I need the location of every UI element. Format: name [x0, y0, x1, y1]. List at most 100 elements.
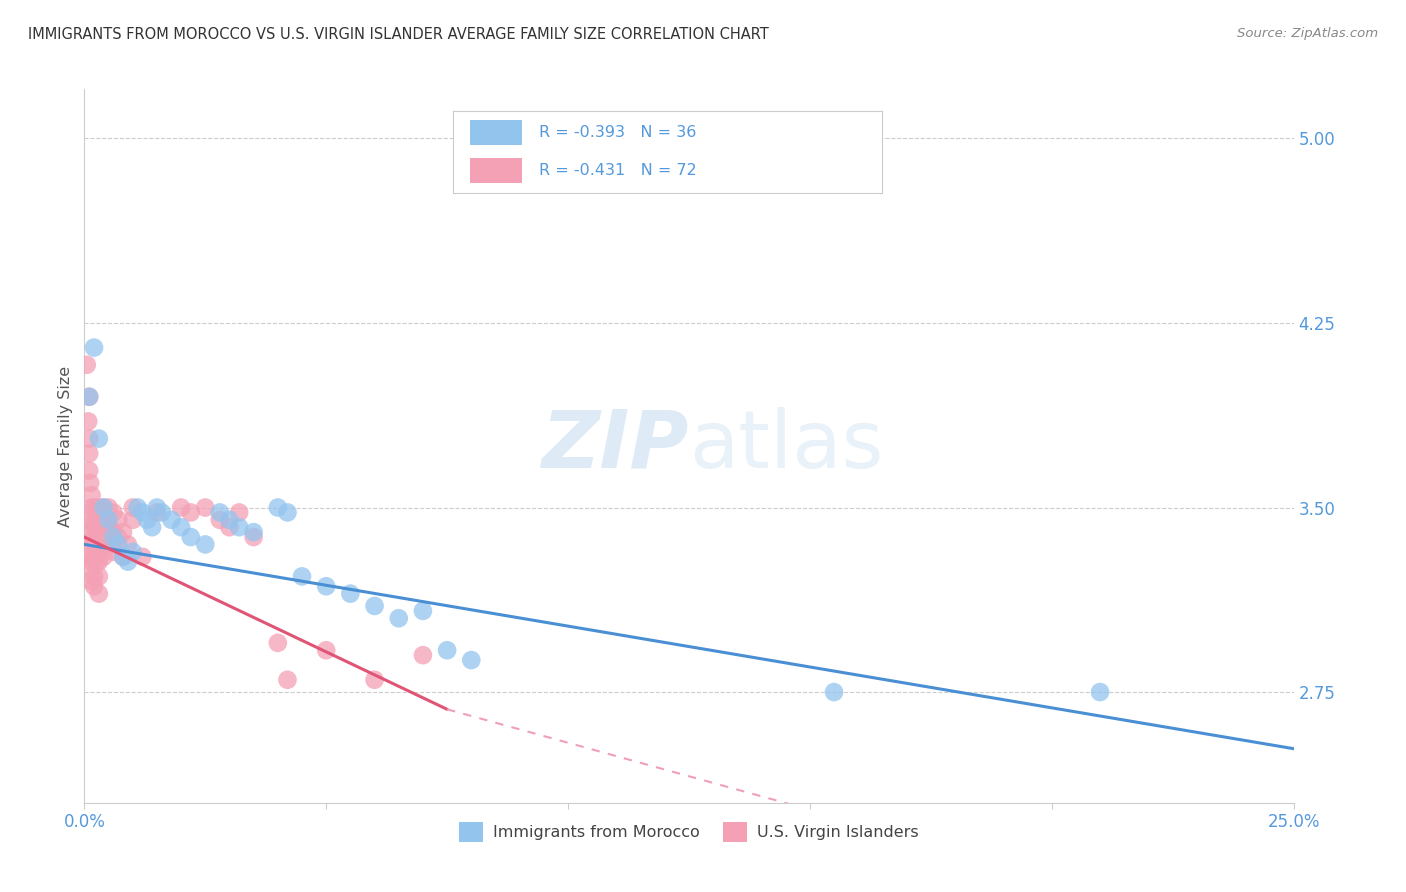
Point — [127, 500, 149, 515]
Point — [83, 520, 105, 534]
Point — [117, 555, 139, 569]
Point — [77, 390, 100, 404]
Point — [208, 505, 231, 519]
Point — [77, 390, 100, 404]
Point — [103, 530, 125, 544]
Point — [436, 643, 458, 657]
Point — [460, 653, 482, 667]
Point — [87, 555, 110, 569]
Point — [112, 549, 135, 564]
Point — [83, 537, 105, 551]
Point — [77, 432, 100, 446]
Point — [86, 505, 108, 519]
Point — [170, 520, 193, 534]
Text: ZIP: ZIP — [541, 407, 689, 485]
Point — [146, 500, 169, 515]
Point — [112, 549, 135, 564]
Point — [87, 432, 110, 446]
Point — [276, 505, 298, 519]
Point — [87, 525, 110, 540]
Point — [107, 537, 129, 551]
Point — [90, 545, 112, 559]
Point — [103, 545, 125, 559]
Point — [77, 464, 100, 478]
Point — [87, 537, 110, 551]
Point — [90, 505, 112, 519]
Point — [86, 520, 108, 534]
Point — [83, 549, 105, 564]
Point — [103, 505, 125, 519]
Point — [86, 537, 108, 551]
Point — [291, 569, 314, 583]
Point — [160, 513, 183, 527]
Point — [83, 579, 105, 593]
Point — [242, 530, 264, 544]
Point — [146, 505, 169, 519]
Point — [94, 530, 117, 544]
Text: Source: ZipAtlas.com: Source: ZipAtlas.com — [1237, 27, 1378, 40]
Point — [87, 569, 110, 583]
Point — [315, 643, 337, 657]
Point — [93, 500, 115, 515]
Point — [194, 500, 217, 515]
Point — [117, 537, 139, 551]
Point — [339, 587, 361, 601]
Point — [557, 808, 579, 822]
Point — [180, 530, 202, 544]
Point — [242, 525, 264, 540]
Point — [121, 500, 143, 515]
Point — [141, 520, 163, 534]
Point — [83, 500, 105, 515]
Point — [87, 500, 110, 515]
Point — [107, 513, 129, 527]
Point — [823, 685, 845, 699]
Point — [363, 673, 385, 687]
Point — [80, 500, 103, 515]
Point — [412, 648, 434, 662]
Point — [208, 513, 231, 527]
Point — [86, 555, 108, 569]
Point — [87, 587, 110, 601]
Point — [97, 513, 120, 527]
Point — [107, 530, 129, 544]
Point — [218, 513, 240, 527]
Point — [77, 525, 100, 540]
Point — [103, 525, 125, 540]
Point — [93, 530, 115, 544]
Point — [83, 513, 105, 527]
Point — [276, 673, 298, 687]
Point — [77, 446, 100, 460]
Point — [194, 537, 217, 551]
Point — [218, 520, 240, 534]
Point — [83, 530, 105, 544]
Point — [83, 341, 105, 355]
Text: atlas: atlas — [689, 407, 883, 485]
Point — [97, 537, 120, 551]
Text: IMMIGRANTS FROM MOROCCO VS U.S. VIRGIN ISLANDER AVERAGE FAMILY SIZE CORRELATION : IMMIGRANTS FROM MOROCCO VS U.S. VIRGIN I… — [28, 27, 769, 42]
Point — [80, 488, 103, 502]
Point — [136, 513, 159, 527]
Point — [388, 611, 411, 625]
Point — [412, 604, 434, 618]
Point — [94, 513, 117, 527]
Point — [76, 358, 98, 372]
Y-axis label: Average Family Size: Average Family Size — [58, 366, 73, 526]
Point — [315, 579, 337, 593]
Point — [180, 505, 202, 519]
Point — [363, 599, 385, 613]
Point — [131, 549, 153, 564]
Point — [90, 530, 112, 544]
Point — [267, 500, 290, 515]
Point — [228, 505, 250, 519]
Point — [131, 505, 153, 519]
Point — [228, 520, 250, 534]
Point — [80, 555, 103, 569]
Point — [77, 549, 100, 564]
Point — [97, 500, 120, 515]
Point — [77, 537, 100, 551]
Point — [97, 520, 120, 534]
Point — [93, 500, 115, 515]
Point — [121, 513, 143, 527]
Point — [112, 525, 135, 540]
Point — [93, 549, 115, 564]
